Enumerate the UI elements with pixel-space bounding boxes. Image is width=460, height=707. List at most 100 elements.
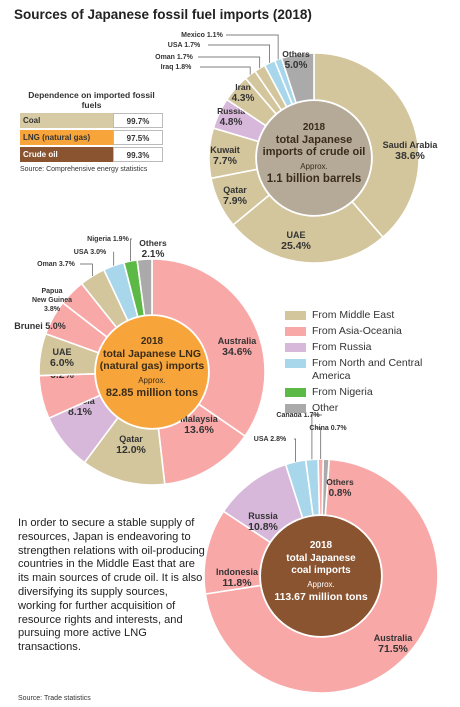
donut-slice [313,52,420,239]
slice-value: 4.8% [220,117,243,128]
legend-label: From Nigeria [312,386,373,398]
slice-value: 2.1% [142,249,165,260]
legend-item: From North and Central America [285,357,432,383]
slice-label: USA 3.0% [74,249,107,256]
slice-label: Others [326,477,354,487]
slice-label: New Guinea [32,297,72,304]
center-title: total Japanese LNG [103,348,201,360]
callout-line [80,263,93,277]
donut-slice [151,258,266,438]
dependence-value: 97.5% [113,130,163,145]
donut-center [261,516,381,636]
dependence-row-crude: Crude oil 99.3% [20,147,163,162]
slice-label: Others [139,238,167,248]
slice-value: 5.0% [285,60,308,71]
slice-label: Oman 1.7% [155,54,194,61]
legend-label: From Asia-Oceania [312,325,402,337]
legend-swatch [285,404,306,413]
center-note: Approx. [300,162,328,171]
dependence-value: 99.7% [113,113,163,128]
slice-label: USA 1.7% [168,42,201,49]
legend-label: From North and Central America [312,357,423,382]
footer-source: Source: Trade statistics [18,695,91,702]
slice-label: Iraq 1.8% [161,64,193,71]
donut-slice [204,458,439,694]
slice-label: UAE [286,230,305,240]
legend-swatch [285,343,306,352]
callout-line [198,56,261,69]
slice-value: 25.4% [281,240,311,252]
donut-center [96,316,208,428]
center-title: coal imports [291,565,351,576]
slice-label: Russia [248,511,279,521]
donut-slice [321,458,331,517]
dependence-name: LNG (natural gas) [20,130,113,145]
center-title: total Japanese [276,134,352,146]
slice-value: 38.6% [395,150,425,162]
legend-swatch [285,327,306,336]
center-note: Approx. [138,376,166,385]
slice-value: 8.1% [68,406,93,418]
dependence-row-lng: LNG (natural gas) 97.5% [20,130,163,145]
slice-value: 11.8% [222,577,252,589]
callout-line [208,44,270,63]
slice-value: 13.6% [184,424,214,436]
legend-item: From Middle East [285,309,432,322]
donut-slice [231,193,385,264]
callout-line [200,66,251,75]
slice-label: USA 2.8% [254,436,287,443]
legend-label: From Middle East [312,309,395,321]
slice-label: Saudi Arabia [383,140,439,150]
slice-label: Oman 3.7% [37,261,76,268]
center-title: (natural gas) imports [100,360,205,372]
legend-swatch [285,359,306,368]
slice-label: Russia [217,106,245,116]
callout-line [130,238,132,262]
legend-label: From Russia [312,341,372,353]
slice-value: 4.3% [232,93,255,104]
slice-label: Mexico 1.1% [181,32,223,39]
slice-value: 10.8% [248,521,278,533]
slice-label: Australia [374,633,414,643]
slice-label: Indonesia [216,567,259,577]
center-title: total Japanese [286,553,356,564]
slice-label: Australia [218,336,258,346]
center-year: 2018 [303,122,326,133]
callout-line [316,427,322,460]
legend-item: Other [285,402,432,415]
donut-slice [280,52,315,104]
dependence-table: Dependence on imported fossil fuels Coal… [20,90,163,173]
slice-value: 7.9% [223,195,248,207]
legend-swatch [285,311,306,320]
center-note: Approx. [307,580,335,589]
dependence-value: 99.3% [113,147,163,162]
slice-label: Malaysia [180,414,219,424]
donut-slice [136,258,153,317]
slice-label: Nigeria 1.9% [87,236,129,243]
slice-label: Brunei 5.0% [14,321,66,331]
dependence-title: Dependence on imported fossil fuels [28,90,155,110]
dependence-source: Source: Comprehensive energy statistics [20,166,148,173]
center-value: 113.67 million tons [274,591,368,603]
legend-swatch [285,388,306,397]
slice-label: Iran [235,82,251,92]
center-title: imports of crude oil [263,146,366,158]
slice-value: 3.8% [44,306,61,313]
center-value: 1.1 billion barrels [267,173,362,185]
slice-value: 34.6% [222,346,252,358]
callout-line [294,438,296,462]
callout-line [311,414,322,460]
slice-value: 7.7% [213,155,238,167]
center-year: 2018 [141,336,164,347]
dependence-name: Coal [20,113,113,128]
slice-label: China 0.7% [309,425,347,432]
slice-label: Others [282,49,310,59]
slice-label: Canada 1.7% [276,412,320,419]
slice-value: 12.0% [116,444,146,456]
slice-label: Qatar [119,434,143,444]
slice-value: 71.5% [378,643,408,655]
slice-label: Kuwait [210,145,240,155]
main-title: Sources of Japanese fossil fuel imports … [14,7,312,22]
legend-item: From Russia [285,341,432,354]
